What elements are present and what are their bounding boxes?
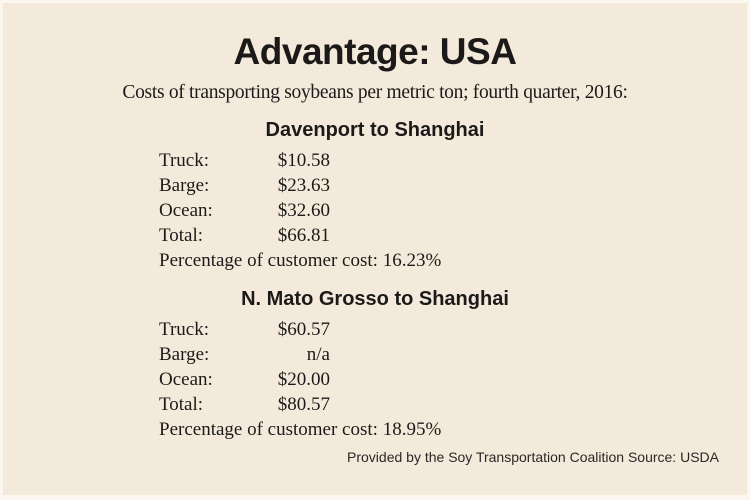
cost-value: $23.63 bbox=[277, 175, 330, 196]
cost-value: $60.57 bbox=[277, 319, 330, 340]
cost-value: $32.60 bbox=[277, 200, 330, 221]
cost-label: Truck: bbox=[159, 150, 209, 171]
cost-label: Ocean: bbox=[159, 369, 213, 390]
cost-label: Barge: bbox=[159, 175, 210, 196]
subtitle: Costs of transporting soybeans per metri… bbox=[122, 82, 628, 103]
cost-value: $10.58 bbox=[277, 150, 330, 171]
percentage-text: Percentage of customer cost: 18.95% bbox=[159, 419, 442, 440]
cost-label: Total: bbox=[159, 225, 204, 246]
cost-label: Total: bbox=[159, 394, 204, 415]
cost-label: Truck: bbox=[159, 319, 209, 340]
page-title: Advantage: USA bbox=[233, 31, 517, 72]
cost-value: $66.81 bbox=[277, 225, 330, 246]
route-title-davenport: Davenport to Shanghai bbox=[265, 119, 485, 141]
cost-value: n/a bbox=[306, 344, 330, 365]
cost-value: $80.57 bbox=[277, 394, 330, 415]
cost-label: Barge: bbox=[159, 344, 210, 365]
route-title-mato-grosso: N. Mato Grosso to Shanghai bbox=[241, 288, 509, 310]
source-credit: Provided by the Soy Transportation Coali… bbox=[347, 449, 719, 465]
cost-value: $20.00 bbox=[277, 369, 330, 390]
percentage-text: Percentage of customer cost: 16.23% bbox=[159, 250, 442, 271]
cost-label: Ocean: bbox=[159, 200, 213, 221]
infographic-panel: Advantage: USA Costs of transporting soy… bbox=[3, 3, 747, 495]
